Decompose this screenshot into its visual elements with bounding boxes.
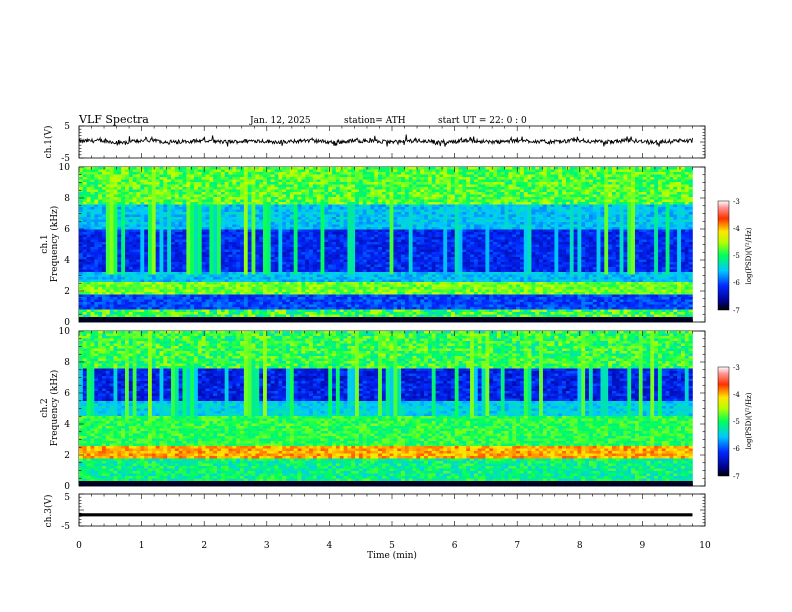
xtick-0: 0	[76, 541, 82, 551]
ch2-cbtick-5: -5	[733, 418, 740, 426]
ch1-ftick-8: 8	[64, 194, 70, 204]
ch1-freq-ticks: 0 2 4 6 8 10	[59, 163, 71, 328]
ch1-ftick-4: 4	[64, 256, 70, 266]
figure-title: VLF Spectra	[78, 113, 149, 126]
xtick-5: 5	[389, 541, 395, 551]
ch2-spec-ylabel-freq: Frequency (kHz)	[49, 370, 60, 447]
ch2-spectrogram-cells	[79, 331, 693, 487]
ch2-colorbar-label: log(PSD)(V²/Hz)	[745, 392, 753, 449]
ch2-cbtick-4: -4	[733, 391, 740, 399]
panel-ch3-waveform: 5 -5 ch.3(V)	[43, 493, 706, 532]
date-label: Jan. 12, 2025	[249, 116, 311, 126]
ch1-spectrogram-cells	[79, 167, 693, 323]
ch1-cbtick-4: -4	[733, 225, 740, 233]
panel-ch1-spectrogram: 0 2 4 6 8 10 ch.1 Frequency (kHz)	[40, 163, 706, 328]
ch1-ylabel: ch.1(V)	[43, 126, 54, 159]
xtick-3: 3	[264, 541, 270, 551]
ch1-cbtick-6: -6	[733, 279, 740, 287]
ch2-freq-ticks: 0 2 4 6 8 10	[59, 327, 71, 492]
ch1-ftick-6: 6	[64, 225, 70, 235]
ch2-spec-ylabel-channel: ch.2	[40, 398, 50, 417]
panel-ch1-waveform: 5 -5 ch.1(V)	[43, 122, 706, 164]
xtick-8: 8	[577, 541, 583, 551]
ch1-cbtick-3: -3	[733, 198, 740, 206]
ch1-colorbar-label: log(PSD)(V²/Hz)	[745, 227, 753, 284]
panel-tick-marks	[78, 125, 706, 527]
ch2-ftick-8: 8	[64, 358, 70, 368]
ch1-ytick-top: 5	[64, 122, 70, 132]
ch1-cbtick-5: -5	[733, 252, 740, 260]
xtick-7: 7	[514, 541, 520, 551]
ch1-ftick-0: 0	[64, 318, 70, 328]
ch1-cbtick-7: -7	[733, 307, 740, 315]
ch2-ftick-4: 4	[64, 420, 70, 430]
ch2-ftick-2: 2	[64, 451, 70, 461]
ch2-ftick-0: 0	[64, 482, 70, 492]
xtick-4: 4	[327, 541, 333, 551]
ch2-colorbar: -3 -4 -5 -6 -7 log(PSD)(V²/Hz)	[717, 364, 753, 481]
start-time-label: start UT = 22: 0 : 0	[438, 116, 527, 126]
ch2-cbtick-7: -7	[733, 473, 740, 481]
station-label: station= ATH	[344, 116, 406, 126]
ch3-ylabel: ch.3(V)	[43, 495, 54, 528]
xaxis-label: Time (min)	[367, 550, 417, 561]
ch1-spec-ylabel-freq: Frequency (kHz)	[49, 206, 60, 283]
xtick-6: 6	[452, 541, 458, 551]
time-axis-ticks: 0 1 2 3 4 5 6 7 8 9 10	[76, 541, 711, 551]
ch1-colorbar: -3 -4 -5 -6 -7 log(PSD)(V²/Hz)	[717, 198, 753, 315]
ch2-cbtick-3: -3	[733, 364, 740, 372]
ch1-waveform-line	[78, 134, 693, 147]
ch2-ftick-10: 10	[59, 327, 71, 337]
xtick-9: 9	[640, 541, 646, 551]
ch1-ytick-bottom: -5	[61, 154, 70, 164]
xtick-10: 10	[699, 541, 711, 551]
ch1-spec-ylabel-channel: ch.1	[40, 234, 50, 253]
panel-ch2-spectrogram: 0 2 4 6 8 10 ch.2 Frequency (kHz)	[40, 327, 706, 492]
ch2-ftick-6: 6	[64, 389, 70, 399]
xtick-2: 2	[201, 541, 207, 551]
ch3-ytick-bottom: -5	[61, 522, 70, 532]
ch3-ytick-top: 5	[64, 493, 70, 503]
ch1-ftick-2: 2	[64, 287, 70, 297]
ch2-cbtick-6: -6	[733, 445, 740, 453]
ch1-ftick-10: 10	[59, 163, 71, 173]
xtick-1: 1	[139, 541, 145, 551]
